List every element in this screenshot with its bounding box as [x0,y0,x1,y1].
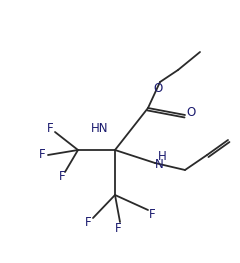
Text: F: F [115,221,121,235]
Text: F: F [47,122,53,134]
Text: F: F [39,149,45,161]
Text: N: N [155,159,164,171]
Text: F: F [59,169,65,183]
Text: O: O [153,82,163,94]
Text: F: F [149,209,155,221]
Text: HN: HN [90,122,108,134]
Text: O: O [186,105,196,119]
Text: F: F [85,215,91,229]
Text: H: H [158,150,167,164]
